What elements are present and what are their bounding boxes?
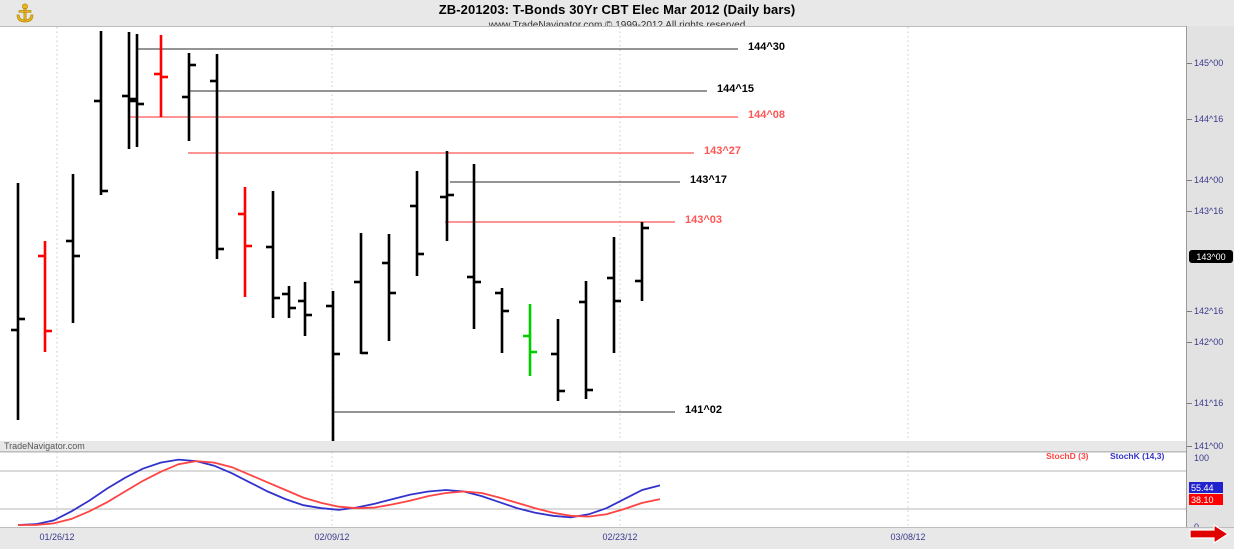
- anchor-logo-icon: [10, 2, 40, 24]
- date-tick-02-09-12: 02/09/12: [314, 532, 350, 542]
- watermark-label: TradeNavigator.com: [4, 441, 85, 451]
- ohlc-bar[interactable]: [551, 319, 565, 401]
- stoch-line-stochk[interactable]: [17, 458, 661, 526]
- price-axis[interactable]: 145^00 144^16 144^00 143^16 142^16 142^00 141^…: [1186, 26, 1234, 532]
- stochastic-pane[interactable]: [0, 451, 1186, 529]
- annotation-label-143-17: 143^17: [690, 174, 728, 186]
- ohlc-bar[interactable]: [130, 34, 144, 147]
- ohlc-bar[interactable]: [326, 291, 340, 441]
- red-arrow-cursor-icon: [1188, 524, 1230, 544]
- ohlc-bar[interactable]: [635, 222, 649, 301]
- legend-stochk[interactable]: StochK (14,3): [1110, 451, 1165, 461]
- ohlc-bar[interactable]: [238, 187, 252, 297]
- ohlc-bar[interactable]: [354, 233, 368, 355]
- stoch-line-stochd[interactable]: [18, 460, 661, 526]
- price-tick-144-00: 144^00: [1187, 175, 1223, 185]
- legend-stochd[interactable]: StochD (3): [1046, 451, 1089, 461]
- date-tick-01-26-12: 01/26/12: [39, 532, 75, 542]
- ohlc-bar[interactable]: [122, 32, 136, 149]
- ohlc-bar[interactable]: [607, 237, 621, 353]
- ohlc-bar[interactable]: [523, 304, 537, 376]
- price-tick-141-00: 141^00: [1187, 441, 1223, 451]
- stochk-value-badge: 55.44: [1189, 482, 1223, 493]
- price-tick-145-00: 145^00: [1187, 58, 1223, 68]
- annotation-label-144-08: 144^08: [748, 109, 786, 121]
- current-price-badge: 143^00: [1189, 250, 1233, 263]
- ohlc-bar[interactable]: [282, 286, 296, 318]
- price-tick-144-16: 144^16: [1187, 114, 1223, 124]
- ohlc-bar[interactable]: [467, 164, 481, 329]
- ohlc-bar[interactable]: [38, 241, 52, 352]
- price-tick-142-16: 142^16: [1187, 306, 1223, 316]
- ohlc-bar[interactable]: [66, 174, 80, 323]
- date-axis[interactable]: 01/26/12 02/09/12 02/23/12 03/08/12: [0, 527, 1234, 549]
- stochd-value-badge: 38.10: [1189, 494, 1223, 505]
- price-tick-142-00: 142^00: [1187, 337, 1223, 347]
- ohlc-bar[interactable]: [182, 53, 196, 141]
- ohlc-bar[interactable]: [298, 282, 312, 336]
- stochastic-svg: [0, 452, 1186, 528]
- ohlc-bar[interactable]: [579, 281, 593, 399]
- price-chart-pane[interactable]: [0, 26, 1186, 441]
- ohlc-bar[interactable]: [382, 234, 396, 341]
- chart-header: ZB-201203: T-Bonds 30Yr CBT Elec Mar 201…: [0, 0, 1234, 31]
- page-title: ZB-201203: T-Bonds 30Yr CBT Elec Mar 201…: [438, 2, 796, 17]
- copyright-subtitle: www.TradeNavigator.com © 1999-2012 All r…: [0, 20, 1234, 31]
- price-tick-141-16: 141^16: [1187, 398, 1223, 408]
- annotation-label-144-15: 144^15: [717, 83, 755, 95]
- price-tick-143-16: 143^16: [1187, 206, 1223, 216]
- date-tick-03-08-12: 03/08/12: [890, 532, 926, 542]
- stoch-axis-top: 100: [1194, 453, 1210, 463]
- ohlc-bar[interactable]: [210, 54, 224, 259]
- annotation-label-144-30: 144^30: [748, 41, 786, 53]
- annotation-label-141-02: 141^02: [685, 404, 723, 416]
- ohlc-bar[interactable]: [154, 35, 168, 117]
- ohlc-bar[interactable]: [266, 191, 280, 318]
- price-chart-svg: [11, 27, 909, 441]
- date-tick-02-23-12: 02/23/12: [602, 532, 638, 542]
- ohlc-bar[interactable]: [440, 151, 454, 241]
- ohlc-bar[interactable]: [11, 183, 25, 420]
- ohlc-bar[interactable]: [94, 31, 108, 195]
- ohlc-bar[interactable]: [410, 171, 424, 276]
- ohlc-bar[interactable]: [495, 288, 509, 353]
- annotation-label-143-03: 143^03: [685, 214, 723, 226]
- annotation-label-143-27: 143^27: [704, 145, 742, 157]
